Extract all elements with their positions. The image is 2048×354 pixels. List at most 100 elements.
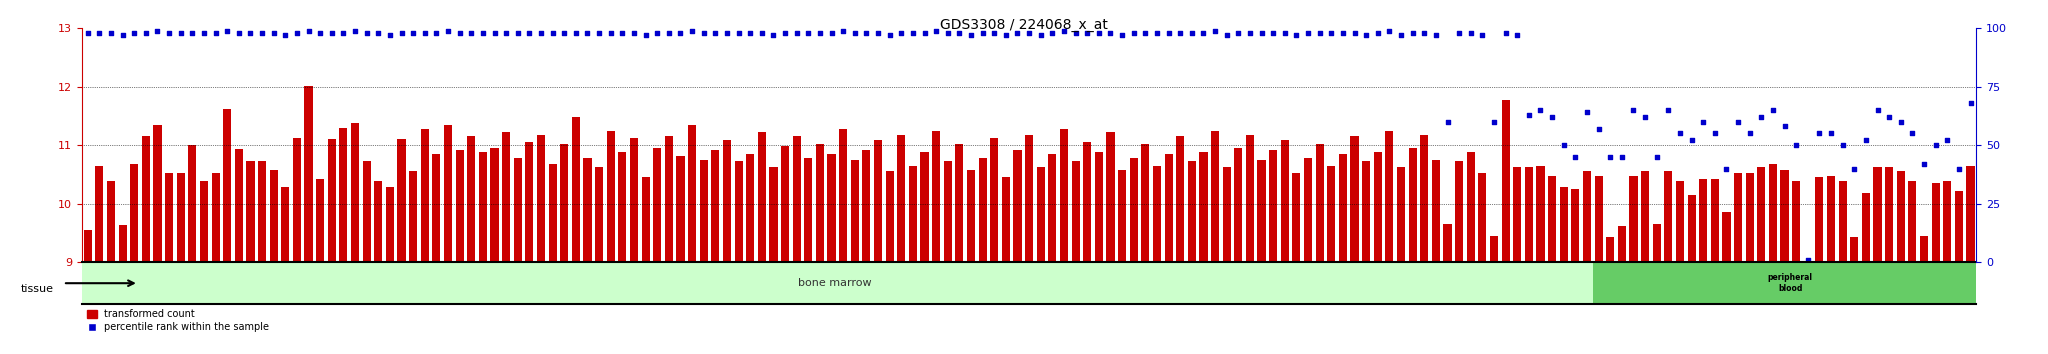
Bar <box>989 138 997 262</box>
Bar <box>688 125 696 262</box>
Bar <box>862 150 870 262</box>
Point <box>1710 166 1743 171</box>
Text: bone marrow: bone marrow <box>797 278 870 288</box>
Point <box>1141 30 1174 36</box>
Bar <box>618 152 627 262</box>
Point <box>1397 30 1430 36</box>
Bar <box>1710 179 1718 262</box>
Point <box>758 33 791 38</box>
Point <box>1548 142 1581 148</box>
Bar <box>571 117 580 262</box>
Point <box>1407 30 1440 36</box>
Point <box>815 30 848 36</box>
Point <box>467 30 500 36</box>
Point <box>1223 30 1255 36</box>
Point <box>1292 30 1325 36</box>
Bar <box>840 129 848 262</box>
Bar <box>420 129 428 262</box>
Bar <box>1595 176 1604 262</box>
Point <box>1280 33 1313 38</box>
Bar <box>1409 148 1417 262</box>
Bar <box>1350 136 1358 262</box>
Point <box>442 30 475 36</box>
Bar <box>735 161 743 262</box>
Point <box>698 30 731 36</box>
Point <box>1618 107 1651 113</box>
Point <box>977 30 1010 36</box>
Point <box>477 30 510 36</box>
Bar <box>1176 136 1184 262</box>
Point <box>524 30 557 36</box>
Point <box>1024 33 1057 38</box>
Point <box>872 33 905 38</box>
Bar <box>1501 99 1509 262</box>
Point <box>537 30 569 36</box>
Point <box>1466 33 1499 38</box>
Bar <box>1874 167 1882 262</box>
Point <box>1872 114 1905 120</box>
Bar <box>270 170 279 262</box>
Bar <box>1049 154 1057 262</box>
Point <box>1372 28 1405 34</box>
Bar <box>561 144 567 262</box>
Bar <box>236 149 244 262</box>
Bar <box>1061 129 1069 262</box>
Bar <box>1618 226 1626 262</box>
Point <box>549 30 582 36</box>
Text: tissue: tissue <box>20 284 53 293</box>
Bar <box>1014 150 1022 262</box>
Bar <box>1956 191 1962 262</box>
Point <box>1501 33 1534 38</box>
Bar <box>1630 176 1638 262</box>
Point <box>768 30 801 36</box>
Point <box>94 30 127 36</box>
Bar <box>1466 152 1475 262</box>
Bar <box>1327 166 1335 262</box>
Point <box>1128 30 1161 36</box>
Bar <box>223 109 231 262</box>
Point <box>1862 107 1894 113</box>
Point <box>932 30 965 36</box>
Bar <box>537 135 545 262</box>
Point <box>1188 30 1221 36</box>
Point <box>1432 119 1464 125</box>
Point <box>1571 110 1604 115</box>
Bar <box>920 152 928 262</box>
Point <box>1942 166 1974 171</box>
Point <box>119 30 152 36</box>
Point <box>141 28 174 34</box>
Point <box>1094 30 1126 36</box>
Bar <box>1944 181 1952 262</box>
Bar <box>1593 262 1982 304</box>
Bar <box>596 167 604 262</box>
Point <box>211 28 244 34</box>
Bar <box>1153 166 1161 262</box>
Point <box>188 30 221 36</box>
Bar <box>967 170 975 262</box>
Point <box>1536 114 1569 120</box>
Bar <box>1210 131 1219 262</box>
Bar <box>410 171 418 262</box>
Bar <box>780 146 788 262</box>
Bar <box>444 125 453 262</box>
Bar <box>827 154 836 262</box>
Bar <box>1931 183 1939 262</box>
Bar <box>711 150 719 262</box>
Bar <box>1909 181 1917 262</box>
Bar <box>1675 181 1683 262</box>
Point <box>106 33 139 38</box>
Bar <box>166 173 174 262</box>
Point <box>1907 161 1939 167</box>
Point <box>1350 33 1382 38</box>
Bar <box>141 136 150 262</box>
Bar <box>954 144 963 262</box>
Bar <box>1141 144 1149 262</box>
Bar <box>676 156 684 262</box>
Point <box>1849 138 1882 143</box>
Point <box>293 28 326 34</box>
Point <box>571 30 604 36</box>
Point <box>233 30 266 36</box>
Point <box>512 30 545 36</box>
Bar <box>631 138 639 262</box>
Bar <box>1188 161 1196 262</box>
